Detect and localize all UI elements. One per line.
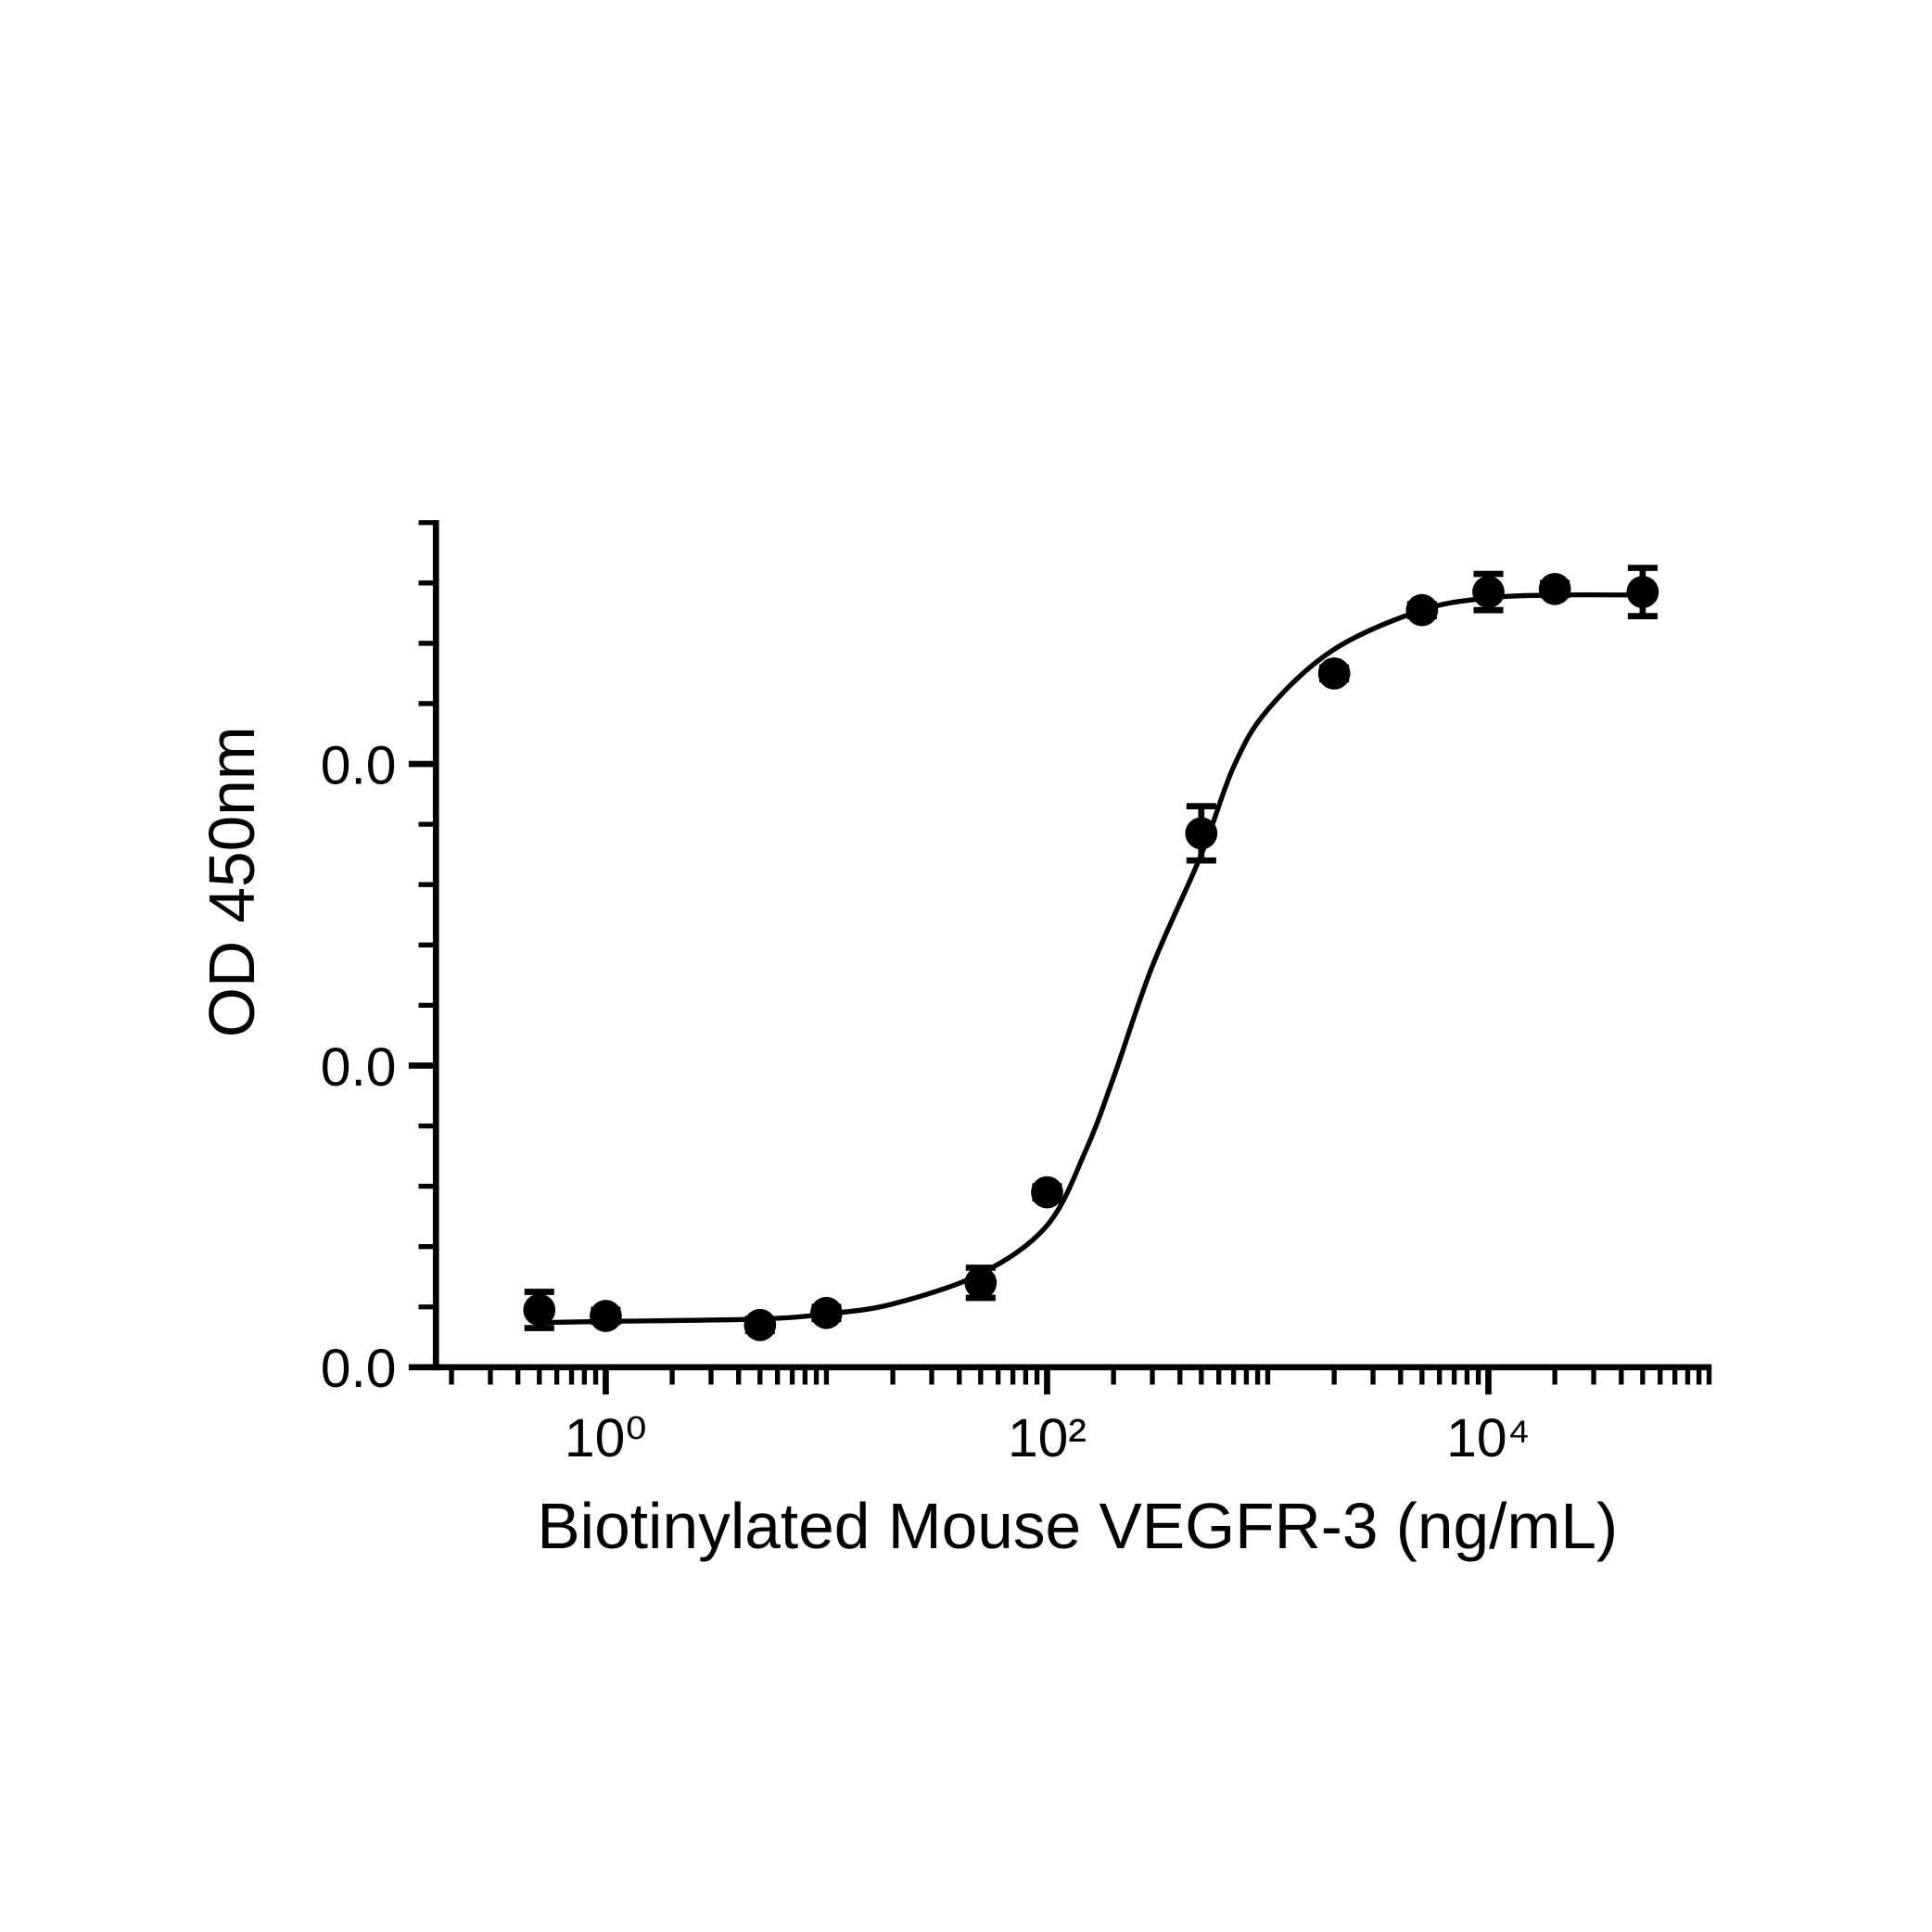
y-axis-title: OD 450nm xyxy=(196,726,268,1037)
x-tick-label: 10⁴ xyxy=(1446,1408,1531,1468)
data-point xyxy=(744,1308,777,1341)
data-point xyxy=(1031,1176,1063,1209)
data-point xyxy=(1317,657,1351,690)
fit-curve xyxy=(539,591,1643,1326)
data-point xyxy=(1538,572,1571,605)
data-point xyxy=(1405,593,1439,627)
y-tick-label: 0.0 xyxy=(321,1037,397,1098)
x-tick-label: 10⁰ xyxy=(565,1408,647,1468)
data-point xyxy=(1626,576,1659,608)
y-tick-label: 0.0 xyxy=(321,1339,397,1399)
x-axis-title: Biotinylated Mouse VEGFR-3 (ng/mL) xyxy=(537,1490,1618,1562)
data-point xyxy=(1472,576,1505,608)
data-point xyxy=(1185,817,1218,850)
y-tick-label: 0.0 xyxy=(321,735,397,795)
x-tick-label: 10² xyxy=(1008,1408,1087,1468)
data-point xyxy=(810,1296,843,1329)
data-point xyxy=(590,1300,622,1332)
data-point xyxy=(523,1293,556,1327)
data-point xyxy=(964,1266,998,1300)
